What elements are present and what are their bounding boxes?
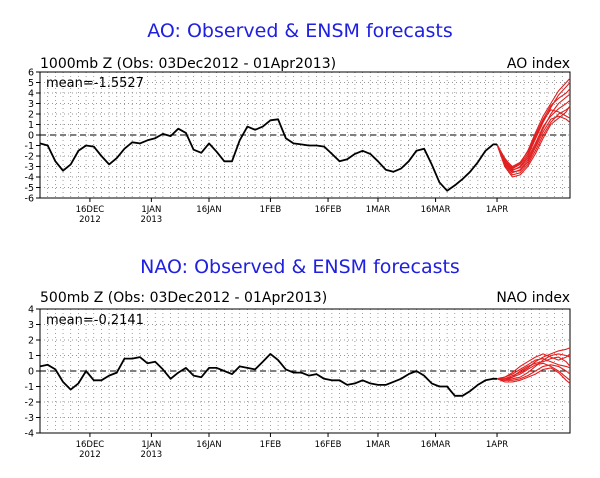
x-tick-label: 16DEC	[76, 440, 105, 450]
forecast-member-line	[496, 358, 571, 380]
mean-label: mean=-1.5527	[46, 76, 144, 91]
y-tick-label: 3	[28, 320, 34, 331]
y-tick-label: 4	[28, 89, 34, 100]
forecast-member-line	[496, 353, 571, 381]
x-tick-label: 1FEB	[260, 440, 282, 450]
forecast-member-line	[496, 93, 571, 174]
x-tick-label: 1APR	[486, 205, 508, 215]
x-tick-year-label: 2012	[79, 450, 101, 460]
x-tick-label: 1MAR	[366, 440, 391, 450]
chart-subtitle: 500mb Z (Obs: 03Dec2012 - 01Apr2013)	[40, 290, 327, 306]
y-tick-label: 5	[28, 78, 34, 89]
forecast-member-line	[496, 99, 571, 171]
x-tick-label: 16JAN	[196, 440, 221, 450]
x-tick-label: 16JAN	[196, 205, 221, 215]
y-tick-label: -3	[25, 162, 34, 173]
index-label: NAO index	[496, 290, 570, 306]
y-tick-label: -4	[25, 429, 34, 440]
forecast-member-line	[496, 364, 571, 381]
x-tick-label: 16FEB	[315, 205, 342, 215]
y-tick-label: -2	[25, 398, 34, 409]
y-tick-label: 3	[28, 99, 34, 110]
mean-label: mean=-0.2141	[46, 313, 144, 328]
forecast-member-line	[496, 367, 571, 384]
y-tick-label: 0	[28, 131, 34, 142]
chart-title: AO: Observed & ENSM forecasts	[147, 20, 452, 42]
forecast-member-line	[496, 109, 571, 170]
x-tick-year-label: 2012	[79, 215, 101, 225]
y-tick-label: -3	[25, 413, 34, 424]
y-tick-label: -4	[25, 173, 34, 184]
x-tick-label: 1FEB	[260, 205, 282, 215]
forecast-member-line	[496, 356, 571, 381]
chart-title: NAO: Observed & ENSM forecasts	[140, 256, 460, 278]
y-tick-label: -1	[25, 141, 34, 152]
y-tick-label: -6	[25, 194, 34, 205]
observed-series-line	[39, 118, 497, 192]
y-tick-label: 4	[28, 305, 34, 316]
x-tick-label: 16FEB	[315, 440, 342, 450]
forecast-member-line	[496, 115, 571, 173]
y-tick-label: 2	[28, 336, 34, 347]
y-tick-label: 1	[28, 120, 34, 131]
forecast-member-line	[497, 362, 571, 381]
forecast-member-line	[496, 106, 571, 176]
y-tick-label: 2	[28, 110, 34, 121]
forecast-member-line	[496, 77, 571, 169]
chart-subtitle: 1000mb Z (Obs: 03Dec2012 - 01Apr2013)	[40, 56, 336, 72]
forecast-member-line	[497, 347, 571, 380]
y-tick-label: 6	[28, 68, 34, 79]
x-tick-label: 1JAN	[141, 440, 161, 450]
y-tick-label: -1	[25, 382, 34, 393]
forecast-member-line	[496, 82, 571, 172]
y-tick-label: -2	[25, 152, 34, 163]
observed-series-line	[39, 353, 497, 397]
y-tick-label: 1	[28, 351, 34, 362]
x-tick-label: 1APR	[486, 440, 508, 450]
x-tick-year-label: 2013	[141, 215, 163, 225]
x-tick-year-label: 2013	[141, 450, 163, 460]
x-tick-label: 16MAR	[421, 440, 451, 450]
forecast-member-line	[496, 353, 571, 380]
y-tick-label: -5	[25, 183, 34, 194]
index-label: AO index	[507, 56, 570, 72]
x-tick-label: 16DEC	[76, 205, 105, 215]
x-tick-label: 1JAN	[141, 205, 161, 215]
forecast-member-line	[496, 105, 571, 178]
y-tick-label: 0	[28, 367, 34, 378]
x-tick-label: 16MAR	[421, 205, 451, 215]
x-tick-label: 1MAR	[366, 205, 391, 215]
